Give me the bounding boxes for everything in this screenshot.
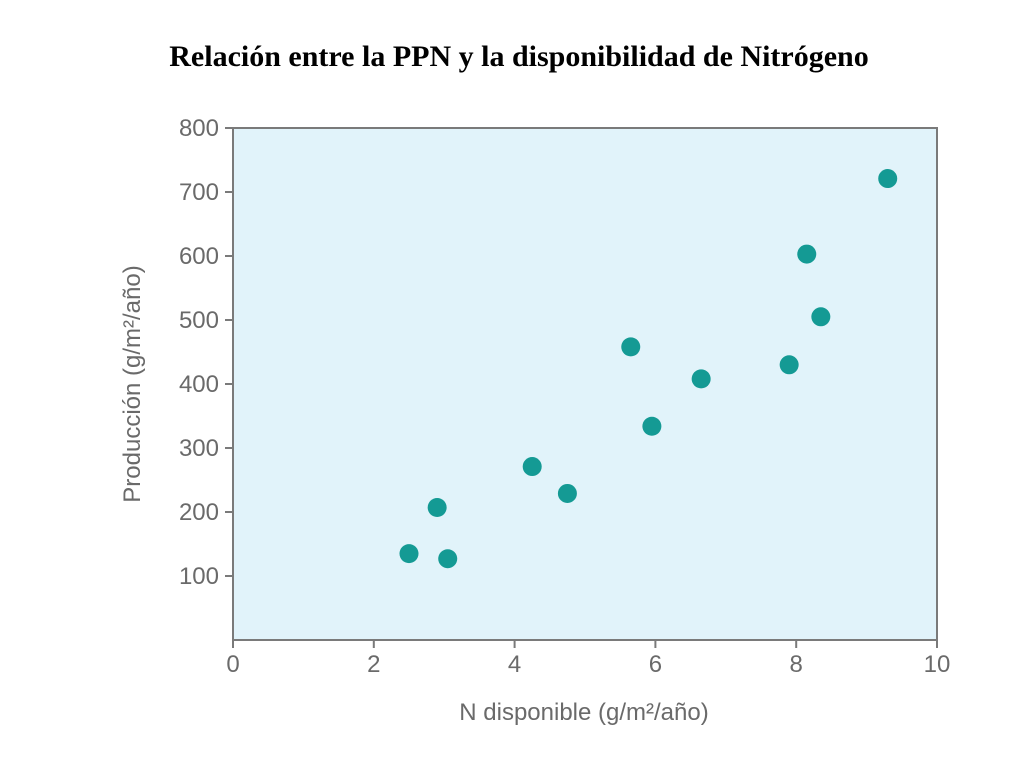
plot-background <box>232 127 938 641</box>
x-tick-label: 6 <box>649 651 662 678</box>
x-tick-label: 2 <box>367 651 380 678</box>
data-point <box>779 355 799 375</box>
y-tick-label: 200 <box>179 499 219 526</box>
y-tick-label: 400 <box>179 371 219 398</box>
data-point <box>438 549 458 569</box>
y-tick-label: 700 <box>179 179 219 206</box>
y-tick-label: 500 <box>179 307 219 334</box>
data-point <box>811 307 831 327</box>
data-point <box>642 416 662 436</box>
page-title: Relación entre la PPN y la disponibilida… <box>169 40 869 73</box>
x-axis-label: N disponible (g/m²/año) <box>459 699 708 726</box>
data-points <box>399 169 898 569</box>
data-point <box>691 369 711 389</box>
y-axis-ticks: 100 200 300 400 500 600 700 800 <box>179 115 233 590</box>
y-axis-label: Producción (g/m²/año) <box>119 265 146 502</box>
data-point <box>797 244 817 264</box>
data-point <box>557 483 577 503</box>
x-tick-label: 10 <box>924 651 951 678</box>
y-tick-label: 100 <box>179 563 219 590</box>
data-point <box>427 498 447 518</box>
x-tick-label: 4 <box>508 651 521 678</box>
x-tick-label: 8 <box>790 651 803 678</box>
y-tick-label: 300 <box>179 435 219 462</box>
x-tick-label: 0 <box>226 651 239 678</box>
data-point <box>522 457 542 477</box>
y-tick-label: 800 <box>179 115 219 142</box>
x-axis-ticks: 0 2 4 6 8 10 <box>226 640 950 678</box>
data-point <box>399 544 419 564</box>
data-point <box>621 337 641 357</box>
data-point <box>878 169 898 189</box>
y-tick-label: 600 <box>179 243 219 270</box>
